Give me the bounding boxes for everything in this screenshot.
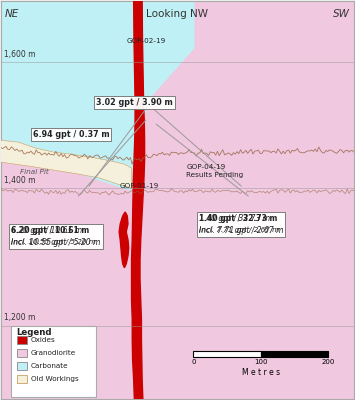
Text: 200: 200 (321, 360, 334, 366)
Text: 6.20 gpt / 10.61 m: 6.20 gpt / 10.61 m (11, 226, 89, 235)
Polygon shape (119, 212, 129, 268)
Text: GOP-02-19: GOP-02-19 (126, 38, 165, 44)
Text: Looking NW: Looking NW (147, 10, 208, 20)
Polygon shape (1, 140, 132, 399)
Text: Granodiorite: Granodiorite (31, 350, 76, 356)
Bar (17, 362, 27, 370)
Text: 6.20 gpt / 10.61 m
Incl. 10.55 gpt / 5.20 m: 6.20 gpt / 10.61 m Incl. 10.55 gpt / 5.2… (11, 226, 101, 247)
Text: M e t r e s: M e t r e s (241, 368, 280, 377)
Text: SW: SW (333, 10, 350, 20)
Text: NE: NE (5, 10, 19, 20)
Polygon shape (132, 80, 149, 112)
Polygon shape (132, 1, 144, 399)
Text: 6.94 gpt / 0.37 m: 6.94 gpt / 0.37 m (33, 130, 109, 139)
Text: 1.40 gpt / 32.73 m: 1.40 gpt / 32.73 m (199, 214, 277, 223)
Text: GOP-04-19: GOP-04-19 (186, 164, 225, 170)
Polygon shape (1, 140, 132, 188)
Polygon shape (132, 1, 354, 399)
Text: Old Workings: Old Workings (31, 376, 79, 382)
Bar (11, 326, 96, 397)
Text: 1,400 m: 1,400 m (4, 176, 35, 185)
Text: GOP-01-19: GOP-01-19 (119, 183, 158, 189)
Text: 1.40 gpt / 32.73 m
Incl. 7.71 gpt / 2.67 m: 1.40 gpt / 32.73 m Incl. 7.71 gpt / 2.67… (199, 214, 283, 235)
Text: 0: 0 (191, 360, 196, 366)
Bar (193, 352, 261, 357)
Text: Legend: Legend (17, 328, 52, 337)
Text: Oxides: Oxides (31, 336, 56, 342)
Bar (17, 375, 27, 383)
Text: 100: 100 (254, 360, 267, 366)
Text: Final Pit: Final Pit (20, 169, 49, 175)
Text: 1,600 m: 1,600 m (4, 50, 35, 59)
Text: Carbonate: Carbonate (31, 363, 69, 369)
Text: Incl. 10.55 gpt / 5.20 m: Incl. 10.55 gpt / 5.20 m (11, 239, 96, 245)
Polygon shape (1, 1, 195, 192)
Text: Incl. 7.71 gpt / 2.67 m: Incl. 7.71 gpt / 2.67 m (199, 227, 279, 233)
Bar (17, 349, 27, 357)
Text: 3.02 gpt / 3.90 m: 3.02 gpt / 3.90 m (96, 98, 173, 107)
Text: Results Pending: Results Pending (186, 172, 244, 178)
Bar (261, 352, 328, 357)
Text: 1,200 m: 1,200 m (4, 313, 35, 322)
Bar (17, 336, 27, 344)
